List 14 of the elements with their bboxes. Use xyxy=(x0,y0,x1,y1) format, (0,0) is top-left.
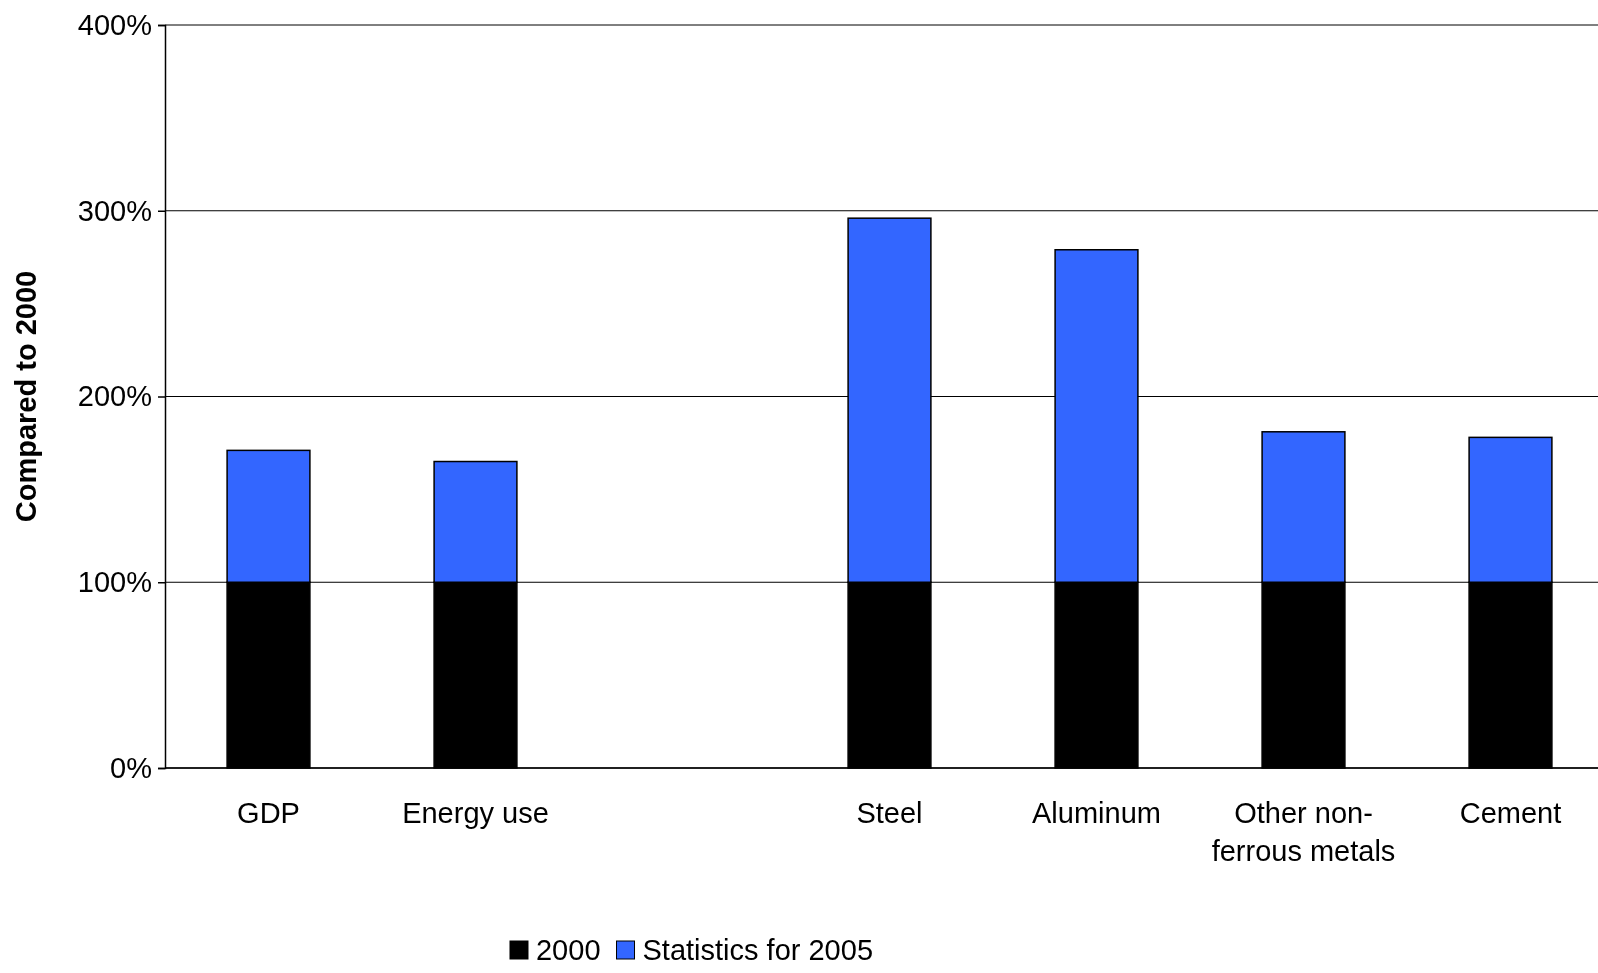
y-tick-label: 300% xyxy=(77,194,152,227)
x-tick-label: Cement xyxy=(1459,797,1562,829)
y-axis-title: Compared to 2000 xyxy=(10,270,42,523)
y-tick-label: 400% xyxy=(77,8,152,41)
x-tick-label: Steel xyxy=(856,797,923,829)
y-tick-label: 200% xyxy=(77,380,152,413)
legend-label: Statistics for 2005 xyxy=(642,934,874,966)
y-tick-label: 0% xyxy=(110,751,152,784)
x-tick-label: Aluminum xyxy=(1032,797,1161,829)
legend-label: 2000 xyxy=(535,934,601,966)
x-tick-label: Energy use xyxy=(402,797,549,829)
x-tick-label: GDP xyxy=(237,797,300,829)
y-tick-label: 100% xyxy=(77,566,152,599)
x-tick-label: Other non-ferrous metals xyxy=(1211,797,1396,867)
